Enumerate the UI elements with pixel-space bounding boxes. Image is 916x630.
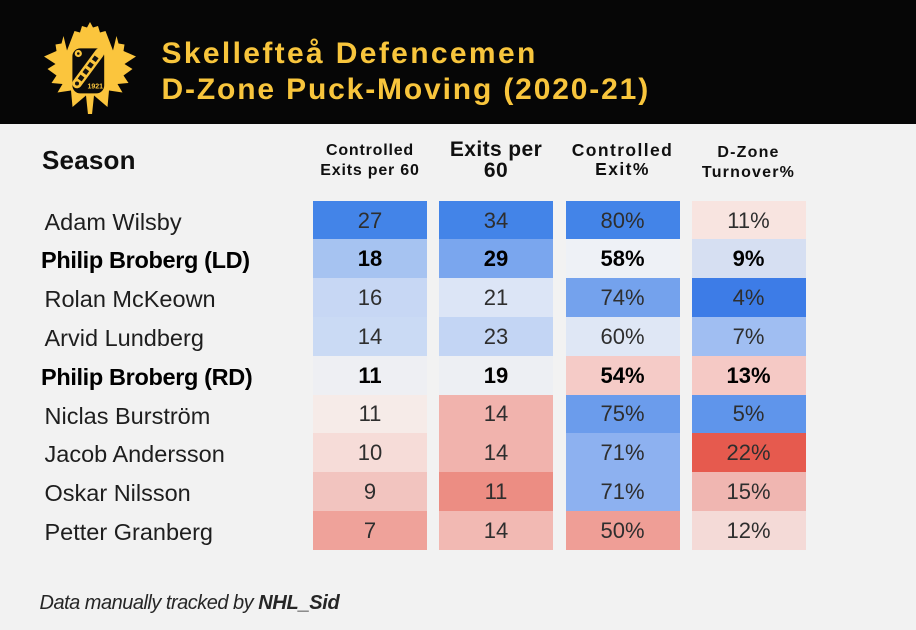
svg-text:1921: 1921 [88, 84, 104, 91]
